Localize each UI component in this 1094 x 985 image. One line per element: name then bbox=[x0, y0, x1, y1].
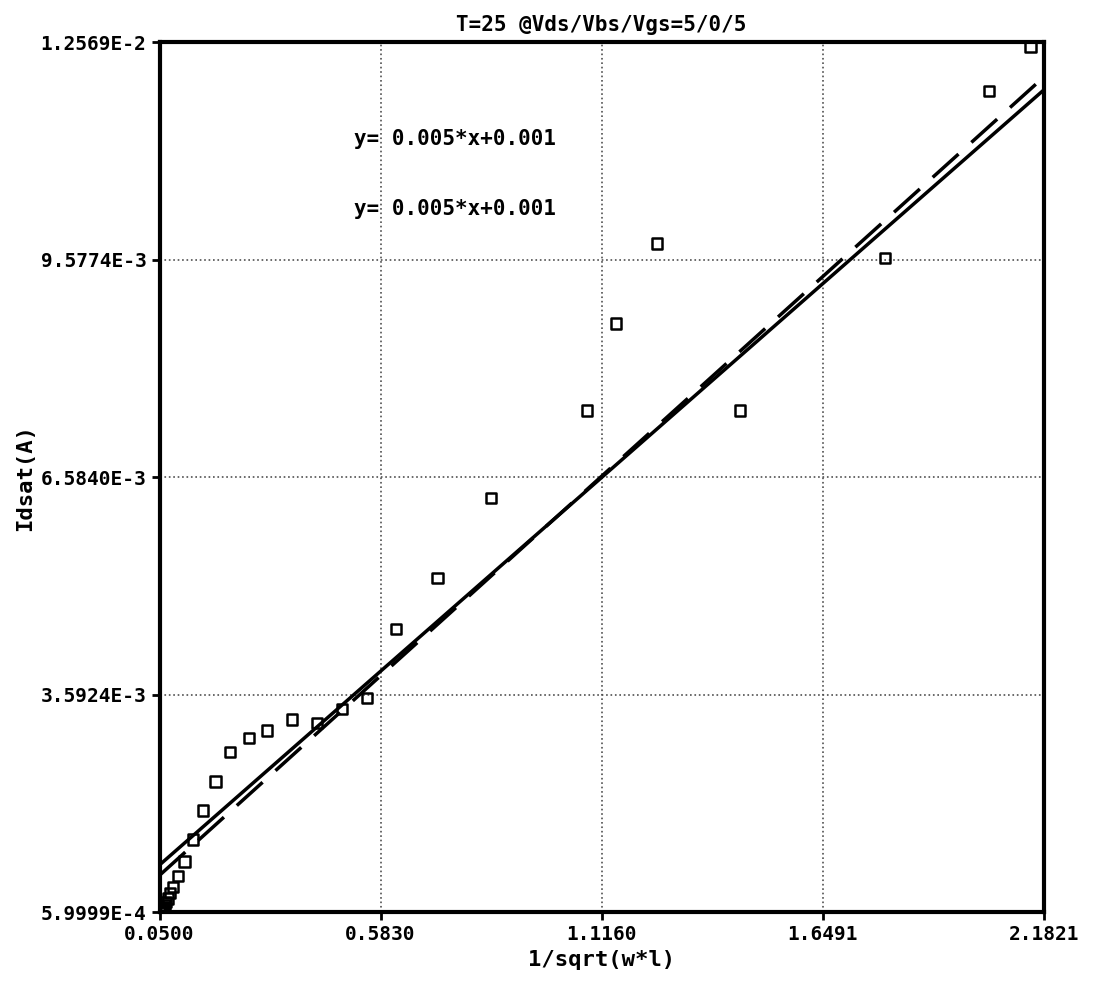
Point bbox=[170, 868, 187, 884]
X-axis label: 1/sqrt(w*l): 1/sqrt(w*l) bbox=[528, 950, 675, 970]
Point bbox=[153, 902, 171, 918]
Point bbox=[258, 723, 276, 739]
Text: y= 0.005*x+0.001: y= 0.005*x+0.001 bbox=[354, 199, 556, 219]
Text: y= 0.005*x+0.001: y= 0.005*x+0.001 bbox=[354, 129, 556, 149]
Point bbox=[309, 715, 326, 731]
Point bbox=[221, 745, 238, 760]
Point bbox=[607, 315, 625, 331]
Point bbox=[207, 773, 224, 789]
Point bbox=[156, 897, 174, 913]
Point bbox=[158, 894, 175, 910]
Point bbox=[578, 403, 595, 419]
Point bbox=[482, 490, 500, 505]
Point bbox=[151, 904, 168, 920]
Point bbox=[159, 890, 176, 906]
Point bbox=[387, 621, 405, 636]
Point bbox=[649, 235, 666, 251]
Point bbox=[152, 903, 170, 919]
Point bbox=[154, 900, 172, 916]
Point bbox=[240, 730, 257, 746]
Point bbox=[429, 570, 446, 586]
Point bbox=[176, 853, 194, 869]
Point bbox=[1022, 39, 1039, 55]
Point bbox=[732, 403, 749, 419]
Point bbox=[184, 831, 201, 847]
Point bbox=[164, 879, 182, 894]
Point bbox=[155, 899, 173, 915]
Point bbox=[980, 83, 998, 99]
Point bbox=[334, 700, 351, 716]
Y-axis label: Idsat(A): Idsat(A) bbox=[15, 424, 35, 531]
Point bbox=[161, 886, 178, 901]
Point bbox=[195, 803, 212, 819]
Point bbox=[876, 250, 894, 266]
Point bbox=[152, 903, 170, 919]
Point bbox=[358, 690, 375, 705]
Point bbox=[283, 712, 301, 728]
Title: T=25 @Vds/Vbs/Vgs=5/0/5: T=25 @Vds/Vbs/Vgs=5/0/5 bbox=[456, 15, 747, 35]
Point bbox=[151, 904, 168, 920]
